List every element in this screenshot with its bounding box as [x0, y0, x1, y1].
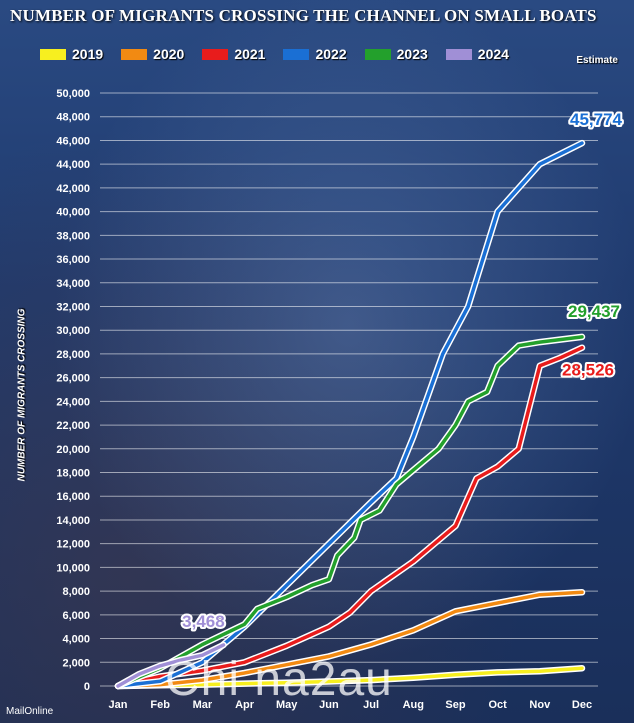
series-outline-2021: [114, 344, 586, 690]
y-tick-label: 42,000: [56, 183, 90, 195]
series-line-2019: [116, 666, 584, 688]
legend-item-2020: 2020: [121, 46, 184, 62]
series-line-2024: [116, 643, 226, 688]
x-tick-label: Jan: [109, 699, 128, 711]
y-tick-label: 0: [84, 681, 90, 693]
source-credit: MailOnline: [6, 706, 54, 717]
series-line-2023: [116, 335, 584, 688]
y-tick-label: 18,000: [56, 468, 90, 480]
legend-label: 2019: [72, 46, 104, 62]
legend-swatch: [364, 48, 391, 60]
legend-label: 2020: [153, 46, 185, 62]
x-tick-label: Sep: [445, 699, 465, 711]
y-tick-label: 4,000: [62, 634, 90, 646]
y-tick-label: 10,000: [56, 562, 90, 574]
legend-swatch: [40, 48, 66, 60]
y-tick-label: 2,000: [62, 657, 90, 669]
legend-swatch: [202, 48, 229, 60]
legend-label: 2022: [315, 46, 347, 62]
x-tick-label: Jul: [363, 699, 379, 711]
y-tick-label: 40,000: [56, 207, 90, 219]
legend-swatch: [121, 48, 148, 60]
y-tick-label: 48,000: [56, 112, 90, 124]
x-tick-label: Nov: [529, 699, 551, 711]
y-tick-label: 14,000: [56, 515, 90, 527]
series-line-2022: [116, 141, 584, 688]
x-tick-label: May: [276, 699, 298, 711]
y-tick-label: 32,000: [56, 301, 90, 313]
legend-item-2022: 2022: [283, 46, 347, 62]
watermark-text: Chi na2au: [165, 653, 393, 706]
y-tick-label: 16,000: [56, 491, 90, 503]
y-tick-label: 44,000: [56, 159, 90, 171]
x-tick-label: Mar: [193, 699, 213, 711]
legend-item-2024: 2024: [445, 46, 509, 62]
x-tick-label: Oct: [488, 699, 507, 711]
x-tick-label: Jun: [319, 699, 339, 711]
end-label-2024: 3,468: [182, 612, 225, 631]
legend: 2019 2020 2021 2022 2023 2024: [40, 46, 509, 62]
end-label-2021: 28,526: [562, 361, 614, 380]
chart-title: NUMBER OF MIGRANTS CROSSING THE CHANNEL …: [10, 6, 597, 25]
estimate-note: Estimate: [576, 55, 618, 66]
y-tick-label: 6,000: [62, 610, 90, 622]
y-tick-label: 20,000: [56, 444, 90, 456]
series-line-2020: [116, 590, 584, 688]
y-tick-label: 38,000: [56, 230, 90, 242]
y-tick-label: 22,000: [56, 420, 90, 432]
legend-item-2019: 2019: [40, 46, 103, 62]
legend-swatch: [283, 48, 310, 60]
y-tick-label: 34,000: [56, 278, 90, 290]
y-tick-label: 30,000: [56, 325, 90, 337]
legend-item-2023: 2023: [364, 46, 428, 62]
y-tick-label: 24,000: [56, 396, 90, 408]
y-tick-label: 8,000: [62, 586, 90, 598]
x-tick-label: Dec: [572, 699, 592, 711]
y-tick-label: 28,000: [56, 349, 90, 361]
legend-label: 2021: [234, 46, 266, 62]
series-outline-2023: [114, 333, 586, 690]
legend-item-2021: 2021: [202, 46, 265, 62]
y-tick-label: 50,000: [56, 88, 90, 100]
x-tick-label: Feb: [150, 699, 170, 711]
legend-label: 2023: [396, 46, 428, 62]
y-tick-label: 12,000: [56, 539, 90, 551]
series-outline-2022: [114, 139, 586, 690]
x-tick-label: Apr: [235, 699, 255, 711]
series-line-2021: [116, 345, 584, 688]
end-label-2023: 29,437: [568, 302, 620, 321]
y-tick-label: 26,000: [56, 373, 90, 385]
legend-swatch: [445, 48, 472, 60]
y-tick-label: 46,000: [56, 135, 90, 147]
end-label-2022: 45,774: [570, 110, 623, 129]
legend-label: 2024: [477, 46, 509, 62]
x-tick-label: Aug: [403, 699, 424, 711]
y-tick-label: 36,000: [56, 254, 90, 266]
